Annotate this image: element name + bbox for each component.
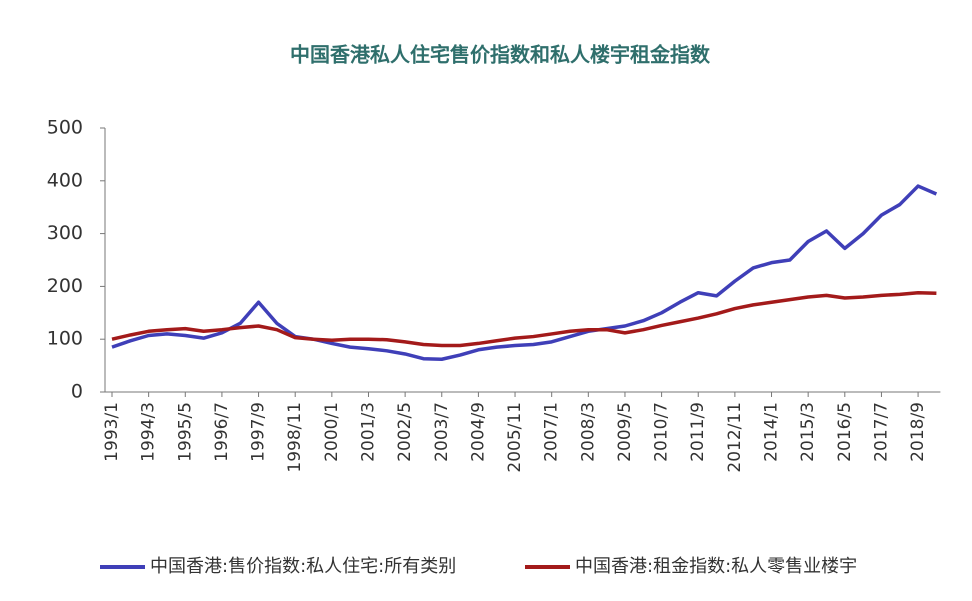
y-tick-label: 300	[47, 222, 83, 244]
x-tick-label: 2001/3	[358, 402, 378, 462]
y-tick-label: 100	[47, 328, 83, 350]
x-tick-label: 2017/7	[871, 402, 891, 462]
y-tick-label: 500	[47, 117, 83, 139]
x-tick-label: 1996/7	[212, 402, 232, 462]
x-tick-label: 2003/7	[432, 402, 452, 462]
x-tick-label: 2000/1	[322, 402, 342, 462]
y-tick-label: 200	[47, 275, 83, 297]
y-tick-label: 400	[47, 169, 83, 191]
x-tick-label: 2014/1	[762, 402, 782, 462]
x-tick-label: 2010/7	[652, 402, 672, 462]
chart-title: 中国香港私人住宅售价指数和私人楼宇租金指数	[290, 43, 711, 67]
x-tick-label: 2005/11	[505, 402, 525, 473]
series-line	[111, 290, 937, 348]
x-tick-label: 1997/9	[249, 402, 269, 462]
x-tick-label: 2018/9	[908, 402, 928, 462]
x-tick-label: 2012/11	[725, 402, 745, 473]
x-tick-label: 1994/3	[139, 402, 159, 462]
x-tick-label: 2008/3	[578, 402, 598, 462]
y-tick-label: 0	[71, 381, 83, 403]
x-tick-label: 2004/9	[468, 402, 488, 462]
x-tick-label: 2002/5	[395, 402, 415, 462]
x-tick-label: 2016/5	[835, 402, 855, 462]
x-tick-label: 2015/3	[798, 402, 818, 462]
x-tick-label: 2007/1	[542, 402, 562, 462]
legend-label: 中国香港:售价指数:私人住宅:所有类别	[150, 556, 456, 577]
x-tick-label: 2011/9	[688, 402, 708, 462]
legend-label: 中国香港:租金指数:私人零售业楼宇	[575, 556, 857, 577]
series-line	[111, 184, 938, 362]
x-tick-label: 1998/11	[285, 402, 305, 473]
x-tick-label: 2009/5	[615, 402, 635, 462]
x-tick-label: 1995/5	[175, 402, 195, 462]
x-tick-label: 1993/1	[102, 402, 122, 462]
